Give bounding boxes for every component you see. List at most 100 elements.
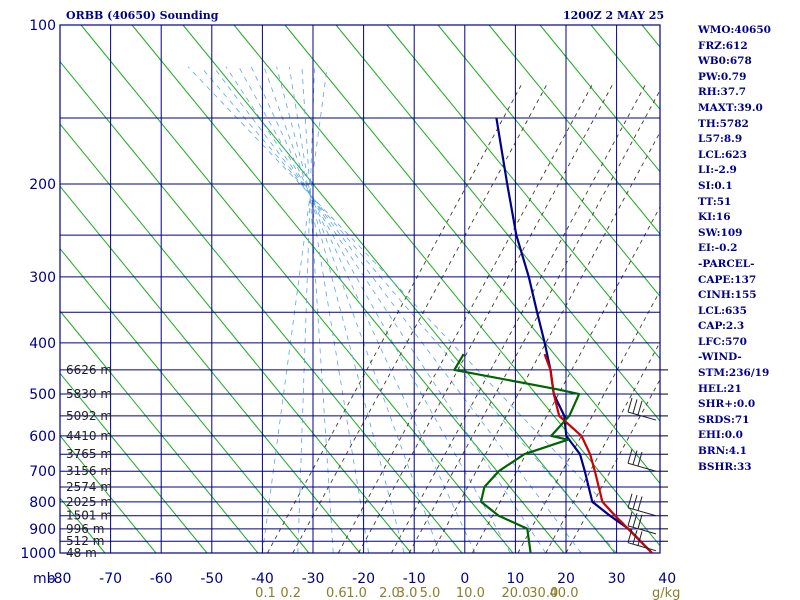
- sounding-trace-2: [453, 353, 581, 554]
- mixing-ratio-line: [545, 342, 661, 554]
- stat-item: BSHR:33: [698, 460, 752, 473]
- temperature-tick-label: 40: [658, 571, 676, 587]
- wind-barb: [627, 511, 657, 535]
- pressure-tick-label: 400: [29, 336, 56, 352]
- height-label: 4410 m: [66, 429, 112, 443]
- stat-item: SRDS:71: [698, 413, 750, 426]
- dry-adiabat: [488, 24, 661, 235]
- dry-adiabat: [386, 24, 661, 359]
- stat-item: HEL:21: [698, 382, 742, 395]
- stat-item: CAP:2.3: [698, 320, 745, 333]
- mixing-ratio-line: [471, 206, 661, 554]
- dry-adiabat: [590, 24, 661, 110]
- stat-item: RH:37.7: [698, 86, 747, 99]
- stat-item: KI:16: [698, 211, 731, 224]
- wind-barb-stroke: [627, 449, 633, 464]
- dry-adiabat: [59, 310, 259, 554]
- stat-item: EHI:0.0: [698, 429, 743, 442]
- mixing-ratio-tick-label: 20.0: [501, 586, 530, 600]
- stat-item: SI:0.1: [698, 179, 733, 192]
- temperature-tick-label: -50: [200, 571, 223, 587]
- pressure-tick-label: 1000: [20, 546, 56, 562]
- mixing-ratio-tick-label: 0.6: [326, 586, 347, 600]
- mixing-ratio-lines: [267, 84, 661, 554]
- pressure-tick-label: 900: [29, 522, 56, 538]
- temperature-tick-label: -20: [352, 571, 375, 587]
- wind-barb-stroke: [627, 542, 657, 552]
- pressure-unit-label: mb: [33, 571, 56, 587]
- height-label: 2025 m: [66, 495, 112, 509]
- temperature-tick-label: -30: [302, 571, 325, 587]
- wind-barb-stroke: [627, 397, 633, 413]
- moist-adiabat: [250, 66, 476, 554]
- wind-barb-stroke: [637, 531, 643, 546]
- wind-barb-stroke: [627, 525, 657, 535]
- mixing-ratio-line: [565, 379, 661, 554]
- mixing-ratio-tick-label: 10.0: [456, 586, 485, 600]
- wind-barb-stroke: [637, 400, 643, 415]
- dry-adiabat: [59, 373, 208, 554]
- stat-item: LI:-2.9: [698, 164, 737, 177]
- mixing-ratio-tick-label: 30.0: [529, 586, 558, 600]
- stat-item: PW:0.79: [698, 70, 747, 83]
- wind-barb-stroke: [627, 511, 633, 527]
- mixing-ratio-tick-label: 5.0: [420, 586, 441, 600]
- temperature-tick-label: 20: [557, 571, 575, 587]
- height-label: 996 m: [66, 522, 104, 536]
- mixing-ratio-tick-label: 40.0: [550, 586, 579, 600]
- wind-barb-stroke: [632, 494, 638, 510]
- mixing-ratio-line: [358, 84, 613, 554]
- stat-item: L57:8.9: [698, 133, 743, 146]
- mixing-ratio-unit-label: g/kg: [652, 586, 680, 600]
- height-label: 2574 m: [66, 480, 112, 494]
- pressure-tick-label: 600: [29, 429, 56, 445]
- wind-barb: [627, 449, 657, 472]
- stability-indices-panel: WMO:40650 FRZ:612 WB0:678 PW:0.79 RH:37.7 MAX…: [698, 23, 771, 475]
- stat-item: TT:51: [698, 195, 732, 208]
- pressure-tick-label: 500: [29, 387, 56, 403]
- temperature-tick-label: 0: [460, 571, 469, 587]
- dry-adiabat: [539, 24, 661, 172]
- wind-barb-stroke: [632, 529, 638, 545]
- stat-item: TH:5782: [698, 117, 749, 130]
- mixing-ratio-tick-label: 0.1: [255, 586, 276, 600]
- dry-adiabat: [335, 24, 661, 422]
- stat-item: -PARCEL-: [698, 257, 755, 270]
- stat-item: LCL:635: [698, 304, 747, 317]
- stat-item: MAXT:39.0: [698, 101, 763, 114]
- stat-item: -WIND-: [698, 351, 742, 364]
- pressure-tick-label: 700: [29, 464, 56, 480]
- height-label: 3765 m: [66, 447, 112, 461]
- moist-adiabat: [225, 66, 547, 554]
- stat-item: EI:-0.2: [698, 242, 738, 255]
- stat-item: STM:236/19: [698, 367, 770, 380]
- mixing-ratio-tick-label: 2.0: [379, 586, 400, 600]
- wind-barb: [627, 493, 657, 517]
- height-label: 3156 m: [66, 464, 112, 478]
- dry-adiabat: [131, 24, 565, 554]
- pressure-tick-label: 300: [29, 270, 56, 286]
- mixing-ratio-line: [267, 84, 522, 554]
- chart-title: ORBB (40650) Sounding: [66, 9, 219, 22]
- height-label: 512 m: [66, 534, 104, 548]
- moist-adiabat: [200, 66, 617, 554]
- stat-item: WB0:678: [698, 55, 752, 68]
- mixing-ratio-line: [292, 84, 547, 554]
- height-label: 5092 m: [66, 409, 112, 423]
- moist-adiabat: [276, 66, 405, 554]
- moist-adiabat: [213, 66, 582, 554]
- pressure-tick-label: 100: [29, 18, 56, 34]
- stat-item: LFC:570: [698, 335, 747, 348]
- mixing-ratio-line: [517, 290, 661, 554]
- moist-adiabat: [301, 66, 334, 554]
- wind-barb-stroke: [632, 450, 638, 465]
- dry-adiabat: [182, 24, 616, 554]
- wind-barb-stroke: [637, 451, 643, 467]
- stat-item: CAPE:137: [698, 273, 757, 286]
- wind-barb-stroke: [627, 411, 657, 421]
- height-label: 6626 m: [66, 363, 112, 377]
- wind-barb-stroke: [627, 528, 633, 543]
- moist-adiabat: [262, 66, 328, 554]
